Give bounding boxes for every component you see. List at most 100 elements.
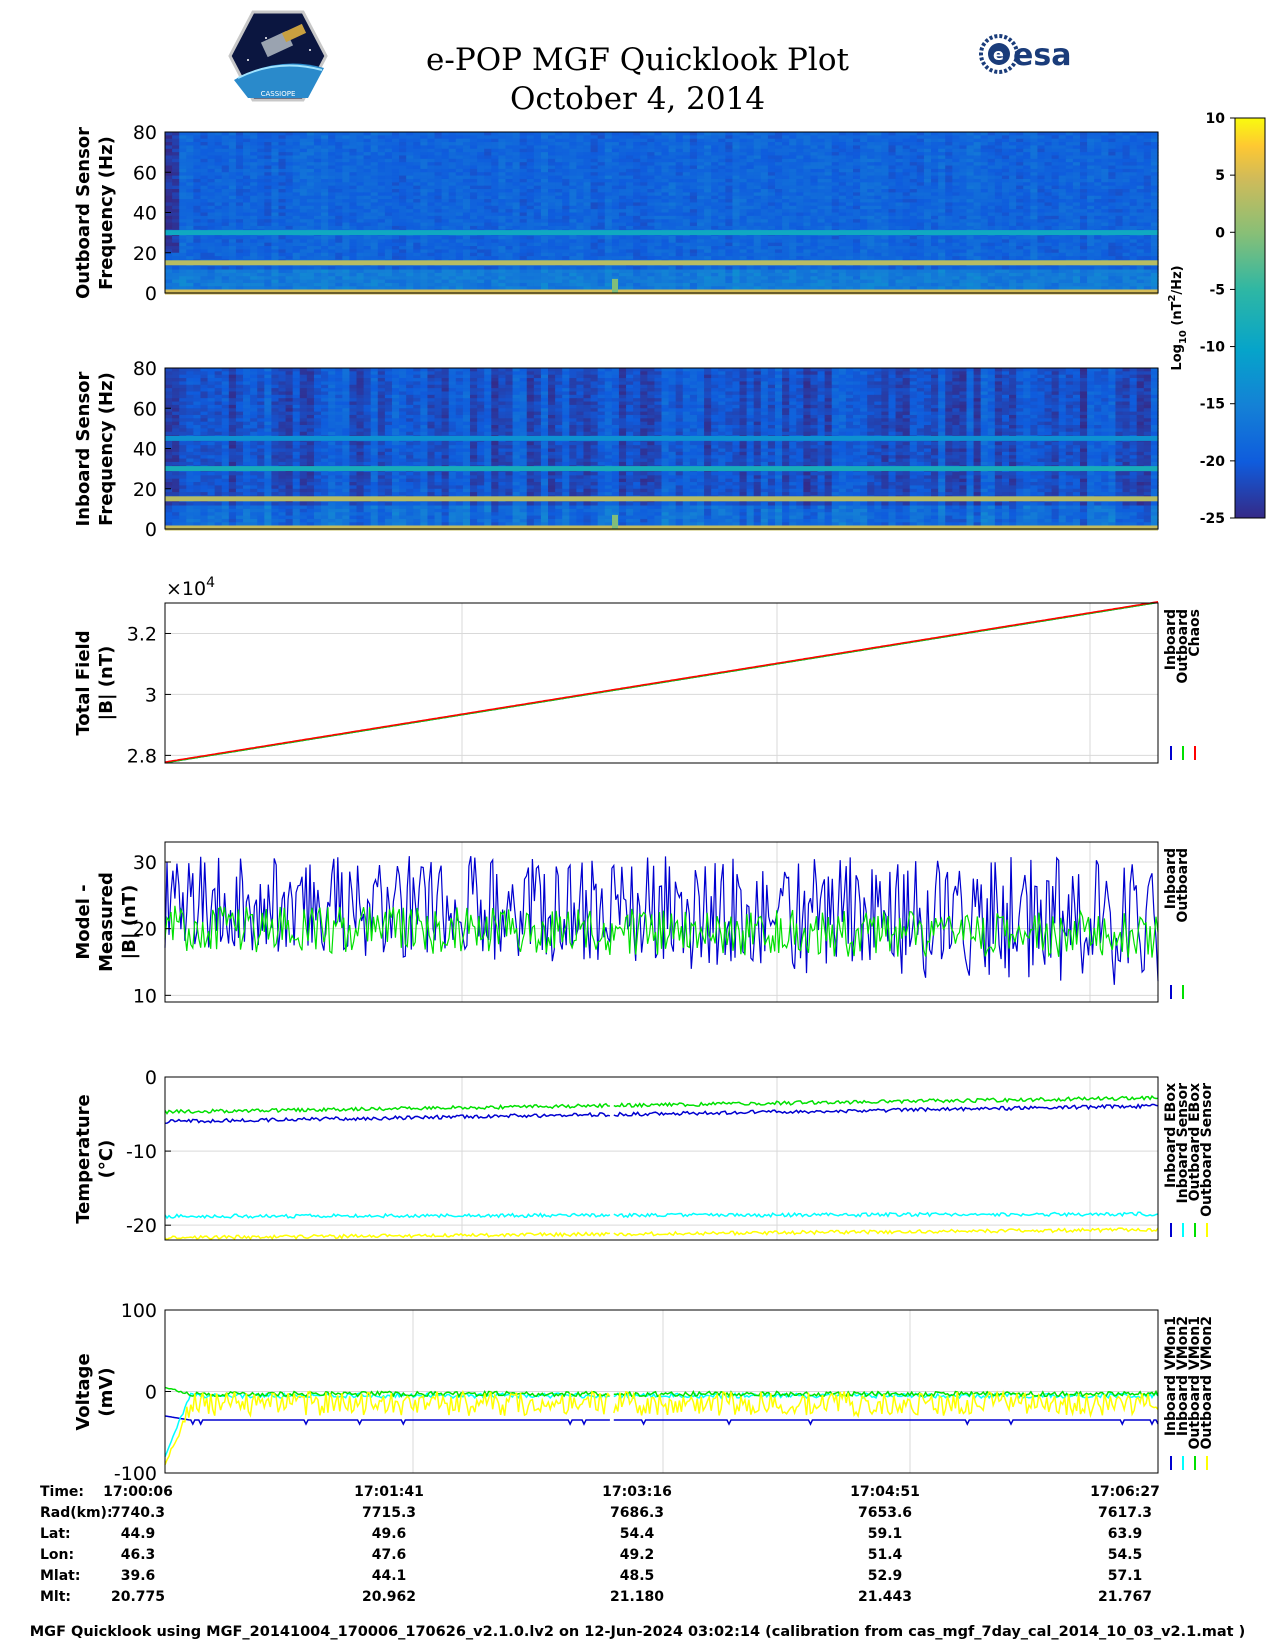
grid (165, 603, 1158, 763)
y-tick-label: -10 (126, 1141, 157, 1163)
series-line (164, 1389, 611, 1466)
series-line (164, 1386, 611, 1398)
y-tick-label: 0 (145, 519, 157, 541)
y-axis-label: Voltage (mV) (72, 1302, 118, 1482)
y-tick-label: 80 (133, 358, 157, 380)
time-table-cell: 54.5 (1107, 1547, 1143, 1563)
spectrogram-panel: 80 60 40 20 0 (133, 358, 1159, 541)
series-line (164, 1102, 610, 1115)
legend-label: Outboard EBox (1187, 1083, 1203, 1201)
spectrogram-cells (165, 368, 1159, 530)
colorbar-tick-label: 5 (1215, 168, 1225, 184)
y-axis-label-line: Outboard Sensor (73, 126, 94, 299)
colorbar-tick-label: -25 (1200, 511, 1225, 527)
time-table-cell: 49.2 (619, 1547, 655, 1563)
legend-label: Outboard Sensor (1199, 1083, 1215, 1217)
time-table-cell: 54.4 (619, 1526, 655, 1542)
series-line (164, 1212, 611, 1220)
y-axis-label-line: Model - Measured (73, 872, 117, 972)
series-line (164, 855, 1159, 985)
series-line (613, 1389, 1159, 1398)
series-line (613, 1419, 1159, 1426)
plot-frame (164, 1076, 1159, 1241)
y-axis-label-line: Voltage (73, 1352, 94, 1431)
legend-label: Inboard (1163, 609, 1179, 670)
series-line (613, 1211, 1159, 1219)
y-tick-label: 20 (133, 919, 157, 941)
spectral-burst (612, 514, 618, 529)
time-table-cell: 17:01:41 (354, 1484, 424, 1500)
cassiope-mission-logo: CASSIOPE (228, 10, 328, 106)
y-axis-label-line: (°C) (96, 1139, 117, 1178)
time-table-cell: 17:04:51 (850, 1484, 920, 1500)
y-tick-label: 2.8 (127, 745, 157, 767)
colorbar: 10 5 0 -5 -10 -15 -20 -25 Log10 (nT2/Hz) (1167, 111, 1266, 527)
legend-label: Outboard (1175, 609, 1191, 684)
legend-label: Inboard Sensor (1175, 1083, 1191, 1204)
y-tick-label: 20 (133, 243, 157, 265)
y-axis-label: Temperature (°C) (72, 1069, 118, 1249)
footer-text: MGF Quicklook using MGF_20141004_170006_… (29, 1624, 1246, 1640)
y-tick-label: 0 (145, 1067, 157, 1089)
time-table-cell: 7686.3 (609, 1505, 665, 1521)
spectral-burst (612, 278, 618, 293)
grid (165, 1310, 1158, 1473)
time-table-cell: 57.1 (1107, 1568, 1143, 1584)
time-table-cell: 7653.6 (857, 1505, 913, 1521)
series-line (613, 1227, 1159, 1237)
spectrogram-cells (165, 132, 1159, 294)
y-tick-label: 40 (133, 203, 157, 225)
series-line (164, 1415, 610, 1426)
series-line (164, 905, 1159, 958)
y-tick-label: 80 (133, 122, 157, 144)
y-axis-label-line: Frequency (Hz) (96, 135, 117, 290)
legend-label: Inboard VMon2 (1175, 1316, 1191, 1436)
y-tick-label: 10 (133, 985, 157, 1007)
time-table-cell: 39.6 (120, 1568, 156, 1584)
y-tick-label: 60 (133, 162, 157, 184)
legend-label: Inboard VMon1 (1163, 1316, 1179, 1436)
spectral-line (165, 435, 1158, 441)
plot-frame (164, 602, 1159, 764)
series-line (164, 601, 1159, 763)
legend-label: Inboard EBox (1163, 1083, 1179, 1188)
spectral-line (165, 230, 1158, 236)
time-table-cell: 17:06:27 (1090, 1484, 1160, 1500)
time-table-cell: 7715.3 (361, 1505, 417, 1521)
time-table-cell: 7617.3 (1097, 1505, 1153, 1521)
colorbar-label: Log10 (nT2/Hz) (1167, 265, 1189, 370)
y-tick-label: 40 (133, 439, 157, 461)
legend-label: Outboard VMon1 (1187, 1316, 1203, 1450)
time-table-cell: 47.6 (371, 1547, 407, 1563)
colorbar-tick-label: -15 (1200, 397, 1225, 413)
time-table-cell: 21.767 (1097, 1589, 1153, 1605)
y-tick-label: 3 (145, 684, 157, 706)
legend-label: Outboard (1175, 848, 1191, 923)
legend-label: Outboard VMon2 (1199, 1316, 1215, 1450)
time-table-cell: 46.3 (120, 1547, 156, 1563)
spectral-line (165, 289, 1158, 295)
y-axis-label: Model - Measured |B| (nT) (72, 832, 140, 1012)
y-axis-label: Total Field |B| (nT) (72, 593, 118, 773)
y-tick-label: 0 (145, 283, 157, 305)
y-axis-label-line: |B| (nT) (96, 645, 117, 721)
series-line (613, 1095, 1159, 1109)
legend-label: Chaos (1187, 609, 1203, 657)
colorbar-tick-label: -10 (1200, 340, 1226, 356)
grid (165, 1077, 1158, 1240)
series-line (613, 1389, 1159, 1419)
spectrogram-panel: 80 60 40 20 0 (133, 122, 1159, 305)
time-table-cell: 51.4 (867, 1547, 903, 1563)
colorbar-tick-label: 10 (1206, 111, 1226, 127)
colorbar-tick-label: -20 (1200, 454, 1226, 470)
time-table-cell: 49.6 (371, 1526, 407, 1542)
y-axis-label-line: (mV) (96, 1366, 117, 1417)
time-table-cell: 20.775 (110, 1589, 166, 1605)
